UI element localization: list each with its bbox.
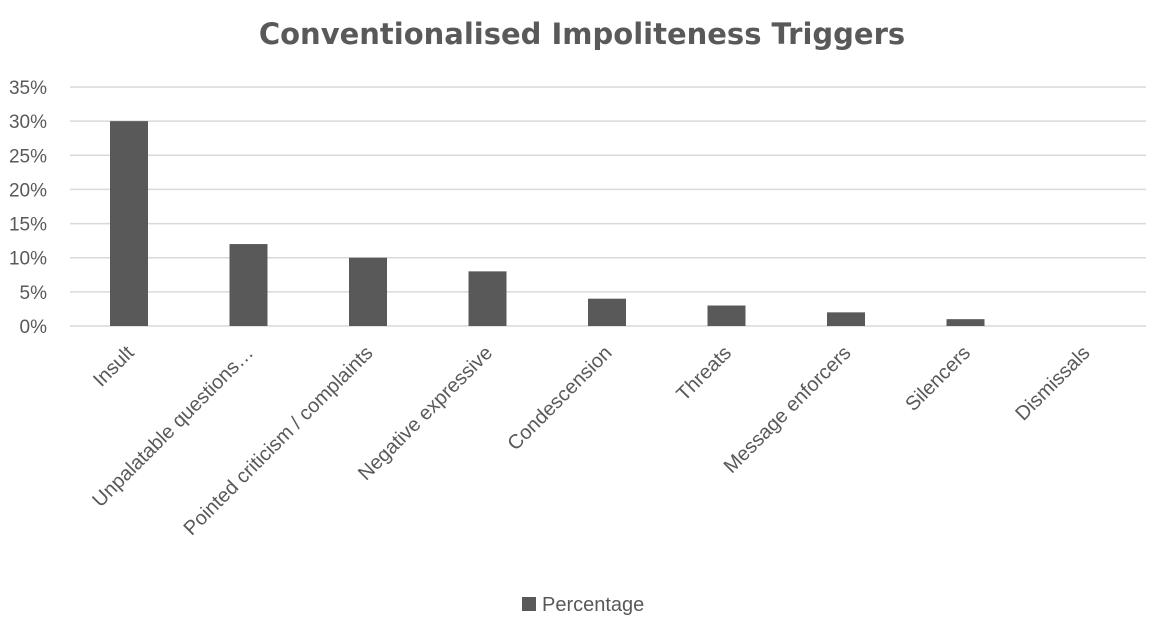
y-axis-tick-labels: 0% 5% 10% 15% 20% 25% 30% 35%	[9, 78, 47, 338]
y-tick-label: 30%	[9, 112, 47, 133]
x-category-label: Pointed criticism / complaints	[180, 342, 378, 540]
bar	[827, 312, 865, 326]
bar	[229, 244, 268, 326]
x-category-label: Negative expressive	[354, 342, 497, 485]
bar	[588, 298, 626, 326]
y-tick-label: 10%	[9, 249, 47, 270]
x-category-label: Silencers	[901, 342, 975, 416]
y-tick-label: 25%	[9, 146, 47, 167]
bars	[110, 121, 985, 327]
legend: Percentage	[522, 594, 644, 616]
bar	[110, 121, 148, 327]
y-tick-label: 15%	[9, 215, 47, 236]
x-category-label: Threats	[673, 342, 737, 406]
chart-title: Conventionalised Impoliteness Triggers	[259, 17, 905, 51]
y-tick-label: 20%	[9, 180, 47, 201]
bar	[349, 257, 387, 326]
bar	[707, 305, 746, 326]
x-category-label: Insult	[89, 342, 139, 392]
y-tick-label: 5%	[20, 283, 48, 304]
x-category-label: Message enforcers	[720, 342, 856, 478]
bar	[946, 319, 985, 326]
y-tick-label: 0%	[20, 317, 48, 338]
bar	[468, 271, 507, 326]
legend-label: Percentage	[542, 594, 644, 616]
legend-swatch	[522, 597, 536, 611]
y-tick-label: 35%	[9, 78, 47, 99]
x-category-label: Condescension	[503, 342, 616, 455]
x-category-label: Dismissals	[1011, 342, 1094, 425]
